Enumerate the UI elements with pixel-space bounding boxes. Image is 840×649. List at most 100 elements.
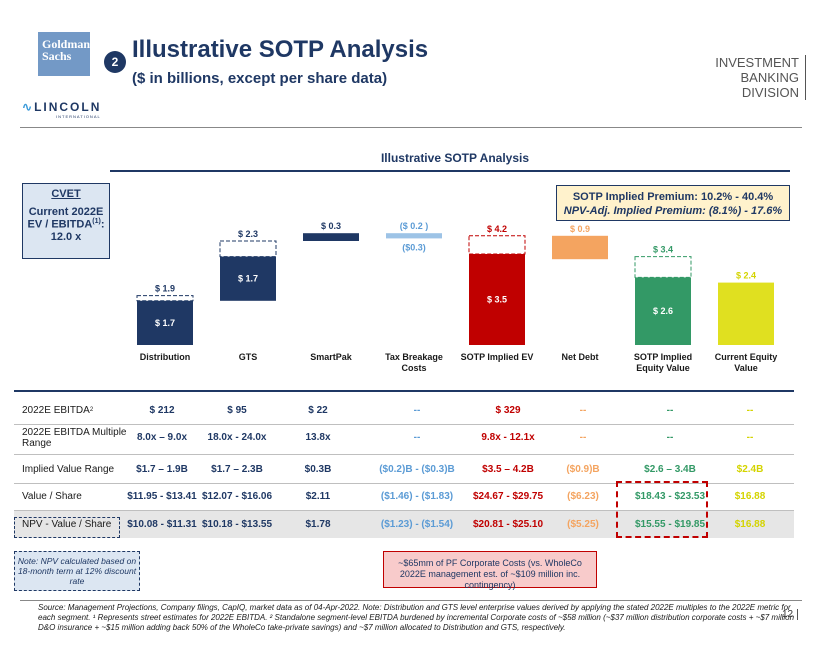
bar-6: [635, 277, 691, 345]
cvet-line-2-text: EV / EBITDA: [27, 218, 93, 231]
table-cell: ($6.23): [567, 491, 599, 502]
bar-3: [386, 233, 442, 239]
row-label: 2022E EBITDA Multiple Range: [22, 426, 127, 449]
bar-top-label-6: $ 3.4: [653, 245, 673, 255]
table-cell: $10.18 - $13.55: [201, 519, 273, 530]
bar-top-label-2: $ 0.3: [321, 221, 341, 231]
bar-range-0: [136, 295, 194, 302]
table-cell: $16.88: [734, 519, 766, 530]
row-label-sup: 2: [89, 407, 94, 413]
table-cell: $18.43 - $23.53: [634, 491, 706, 502]
division-label: INVESTMENT BANKING DIVISION: [660, 55, 806, 100]
lincoln-logo: ∿LINCOLN: [22, 100, 101, 114]
bar-top-label-7: $ 2.4: [736, 271, 756, 281]
cvet-line-3: 12.0 x: [50, 230, 82, 243]
category-label-2: SmartPak: [310, 352, 353, 362]
table-cell: $16.88: [734, 491, 766, 502]
bar-0: [137, 300, 193, 345]
header-divider: [20, 127, 802, 128]
bar-range-4: [468, 235, 526, 255]
table-cell: --: [579, 432, 587, 443]
table-cell: --: [666, 405, 674, 416]
lincoln-swoosh-icon: ∿: [22, 100, 35, 114]
row-separator: [14, 424, 794, 425]
waterfall-chart: $ 1.9 $ 1.7 Distribution $ 2.3 $ 1.7 GTS $ 0.3…: [136, 221, 778, 373]
premium-box: SOTP Implied Premium: 10.2% - 40.4% NPV-…: [556, 185, 790, 221]
row-label: NPV - Value / Share: [22, 519, 112, 530]
table-cell: ($0.9)B: [566, 464, 600, 475]
bar-inner-label-0: $ 1.7: [155, 318, 175, 328]
cvet-title: CVET: [51, 188, 81, 200]
logo-text: Goldman Sachs: [42, 37, 91, 63]
table-row: Implied Value Range $1.7 – 1.9B $1.7 – 2.3…: [14, 456, 794, 483]
bar-top-label-3: ($ 0.2 ): [400, 221, 429, 231]
row-separator: [14, 483, 794, 484]
category-label-7: Current Equity: [715, 352, 778, 362]
corporate-costs-box: ~$65mm of PF Corporate Costs (vs. WholeC…: [383, 551, 597, 590]
lincoln-sub-text: INTERNATIONAL: [56, 114, 101, 119]
cvet-box: CVET Current 2022E EV / EBITDA(1): 12.0 …: [22, 183, 110, 259]
bar-top-label-0: $ 1.9: [155, 284, 175, 294]
bar-top-label-4: $ 4.2: [487, 224, 507, 234]
bar-2: [303, 233, 359, 241]
table-cell: --: [413, 405, 421, 416]
table-cell: 13.8x: [305, 432, 331, 443]
footnote-divider: [20, 600, 802, 601]
division-line-1: INVESTMENT BANKING: [715, 55, 799, 85]
category-label-0: Distribution: [140, 352, 191, 362]
chart-title: Illustrative SOTP Analysis: [380, 151, 530, 165]
division-line-2: DIVISION: [741, 85, 799, 100]
table-cell: $ 212: [149, 405, 175, 416]
bar-inner-label-1: $ 1.7: [238, 274, 258, 284]
table-cell: 9.8x - 12.1x: [481, 432, 535, 443]
table-cell: --: [413, 432, 421, 443]
table-cell: $20.81 - $25.10: [472, 519, 544, 530]
page-subtitle: ($ in billions, except per share data): [132, 70, 388, 87]
goldman-sachs-logo: Goldman Sachs: [38, 32, 90, 76]
equity-value-highlight: [616, 481, 708, 538]
table-cell: $2.6 – 3.4B: [644, 464, 696, 475]
table-cell: --: [666, 432, 674, 443]
category-label-5: Net Debt: [561, 352, 598, 362]
bar-range-1: [219, 240, 277, 258]
table-cell: --: [746, 432, 754, 443]
npv-note-box: Note: NPV calculated based on 18-month t…: [14, 551, 140, 591]
category-label-6: SOTP Implied: [634, 352, 692, 362]
table-row: NPV - Value / Share $10.08 - $11.31 $10.18…: [14, 511, 794, 538]
bar-inner-label-6: $ 2.6: [653, 306, 673, 316]
cvet-line-1: Current 2022E: [28, 206, 104, 218]
step-badge: 2: [104, 51, 126, 73]
category-label-3: Costs: [401, 363, 426, 373]
category-label-6: Equity Value: [636, 363, 690, 373]
table-cell: $15.55 - $19.85: [634, 519, 706, 530]
table-cell: $ 329: [495, 405, 521, 416]
table-cell: $12.07 - $16.06: [201, 491, 273, 502]
chart-title-rule: [110, 170, 790, 172]
premium-line-1: SOTP Implied Premium: 10.2% - 40.4%: [572, 191, 774, 203]
npv-label-highlight: [14, 517, 120, 538]
category-label-4: SOTP Implied EV: [461, 352, 534, 362]
table-cell: $ 95: [227, 405, 247, 416]
bar-5: [552, 235, 608, 260]
table-cell: $11.95 - $13.41: [127, 491, 197, 502]
category-label-1: GTS: [239, 352, 258, 362]
cvet-sup: (1): [92, 218, 101, 225]
table-cell: $24.67 - $29.75: [472, 491, 544, 502]
table-cell: ($0.2)B - ($0.3)B: [379, 464, 455, 475]
table-cell: $3.5 – 4.2B: [482, 464, 534, 475]
table-cell: $0.3B: [304, 464, 332, 475]
table-top-rule: [14, 390, 794, 392]
table-row: 2022E EBITDA 2 $ 212 $ 95 $ 22 -- $ 329 -- -- --: [14, 397, 794, 424]
category-label-7: Value: [734, 363, 758, 373]
page-number: 12: [782, 609, 799, 620]
table-cell: $1.7 – 2.3B: [211, 464, 263, 475]
row-separator: [14, 454, 794, 455]
page-title: Illustrative SOTP Analysis: [132, 36, 429, 63]
bar-range-6: [634, 256, 692, 278]
footnote: Source: Management Projections, Company …: [38, 603, 795, 632]
table-row: Value / Share $11.95 - $13.41 $12.07 - $16…: [14, 483, 794, 510]
cvet-line-2-end: :: [100, 218, 105, 231]
table-cell: $1.78: [305, 519, 331, 530]
table-cell: $1.7 – 1.9B: [136, 464, 188, 475]
bar-top-label-5: $ 0.9: [570, 224, 590, 234]
